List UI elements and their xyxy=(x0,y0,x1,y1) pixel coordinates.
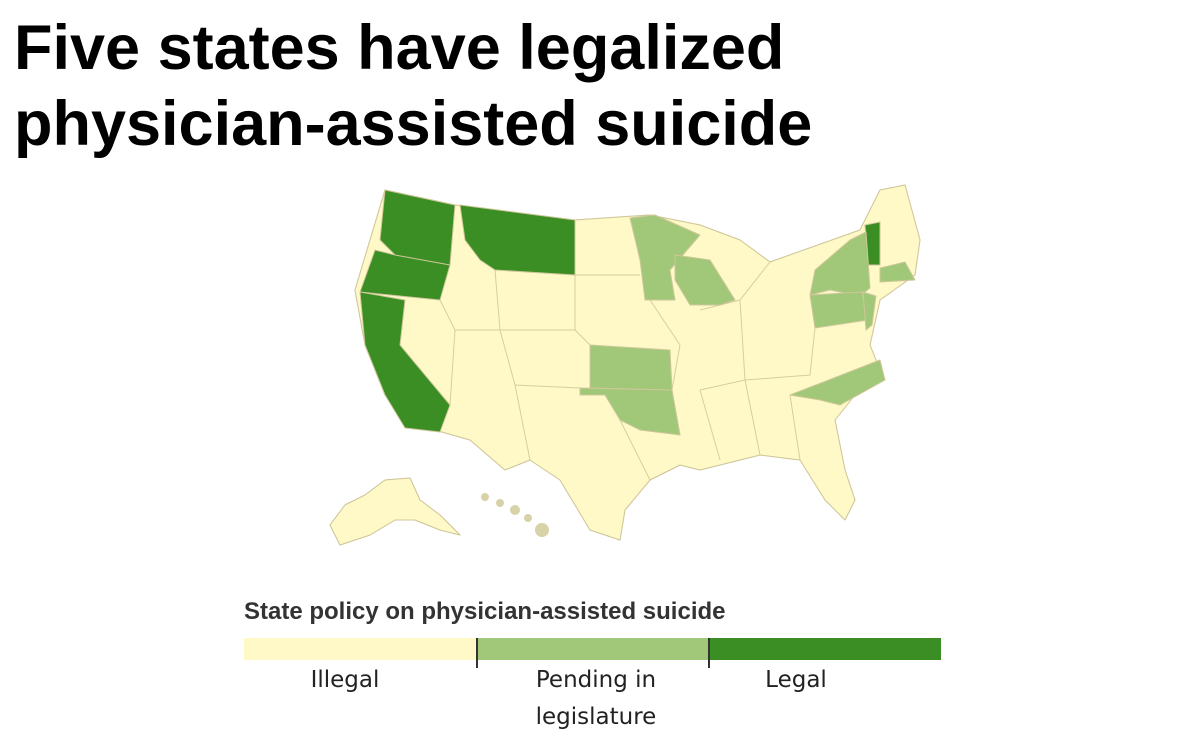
legend-title: State policy on physician-assisted suici… xyxy=(244,598,726,625)
state-north-carolina xyxy=(789,359,886,406)
legend-swatch xyxy=(708,638,941,660)
us-map xyxy=(329,184,921,546)
state-kansas xyxy=(589,344,673,391)
state-borders xyxy=(439,220,816,481)
state-wisconsin xyxy=(674,254,736,306)
title: Five states have legalized physician-ass… xyxy=(14,13,813,159)
state-new-york xyxy=(809,231,871,297)
state-massachusetts xyxy=(879,261,916,283)
state-montana xyxy=(459,204,576,276)
state-oklahoma xyxy=(579,387,681,436)
state-oregon xyxy=(359,249,451,301)
legend-label: Legal xyxy=(765,667,827,693)
state-california xyxy=(359,291,451,433)
legend-swatch xyxy=(476,638,709,660)
legend-bar xyxy=(244,638,941,660)
state-minnesota xyxy=(629,214,701,301)
alaska xyxy=(329,477,461,546)
legend-divider xyxy=(476,638,478,668)
legend-label: Illegal xyxy=(310,667,380,693)
hawaii xyxy=(481,493,549,537)
legend-swatch xyxy=(244,638,477,660)
legend-label: Pending in legislature xyxy=(535,667,657,730)
legend-divider xyxy=(708,638,710,668)
state-new-jersey xyxy=(862,291,877,331)
